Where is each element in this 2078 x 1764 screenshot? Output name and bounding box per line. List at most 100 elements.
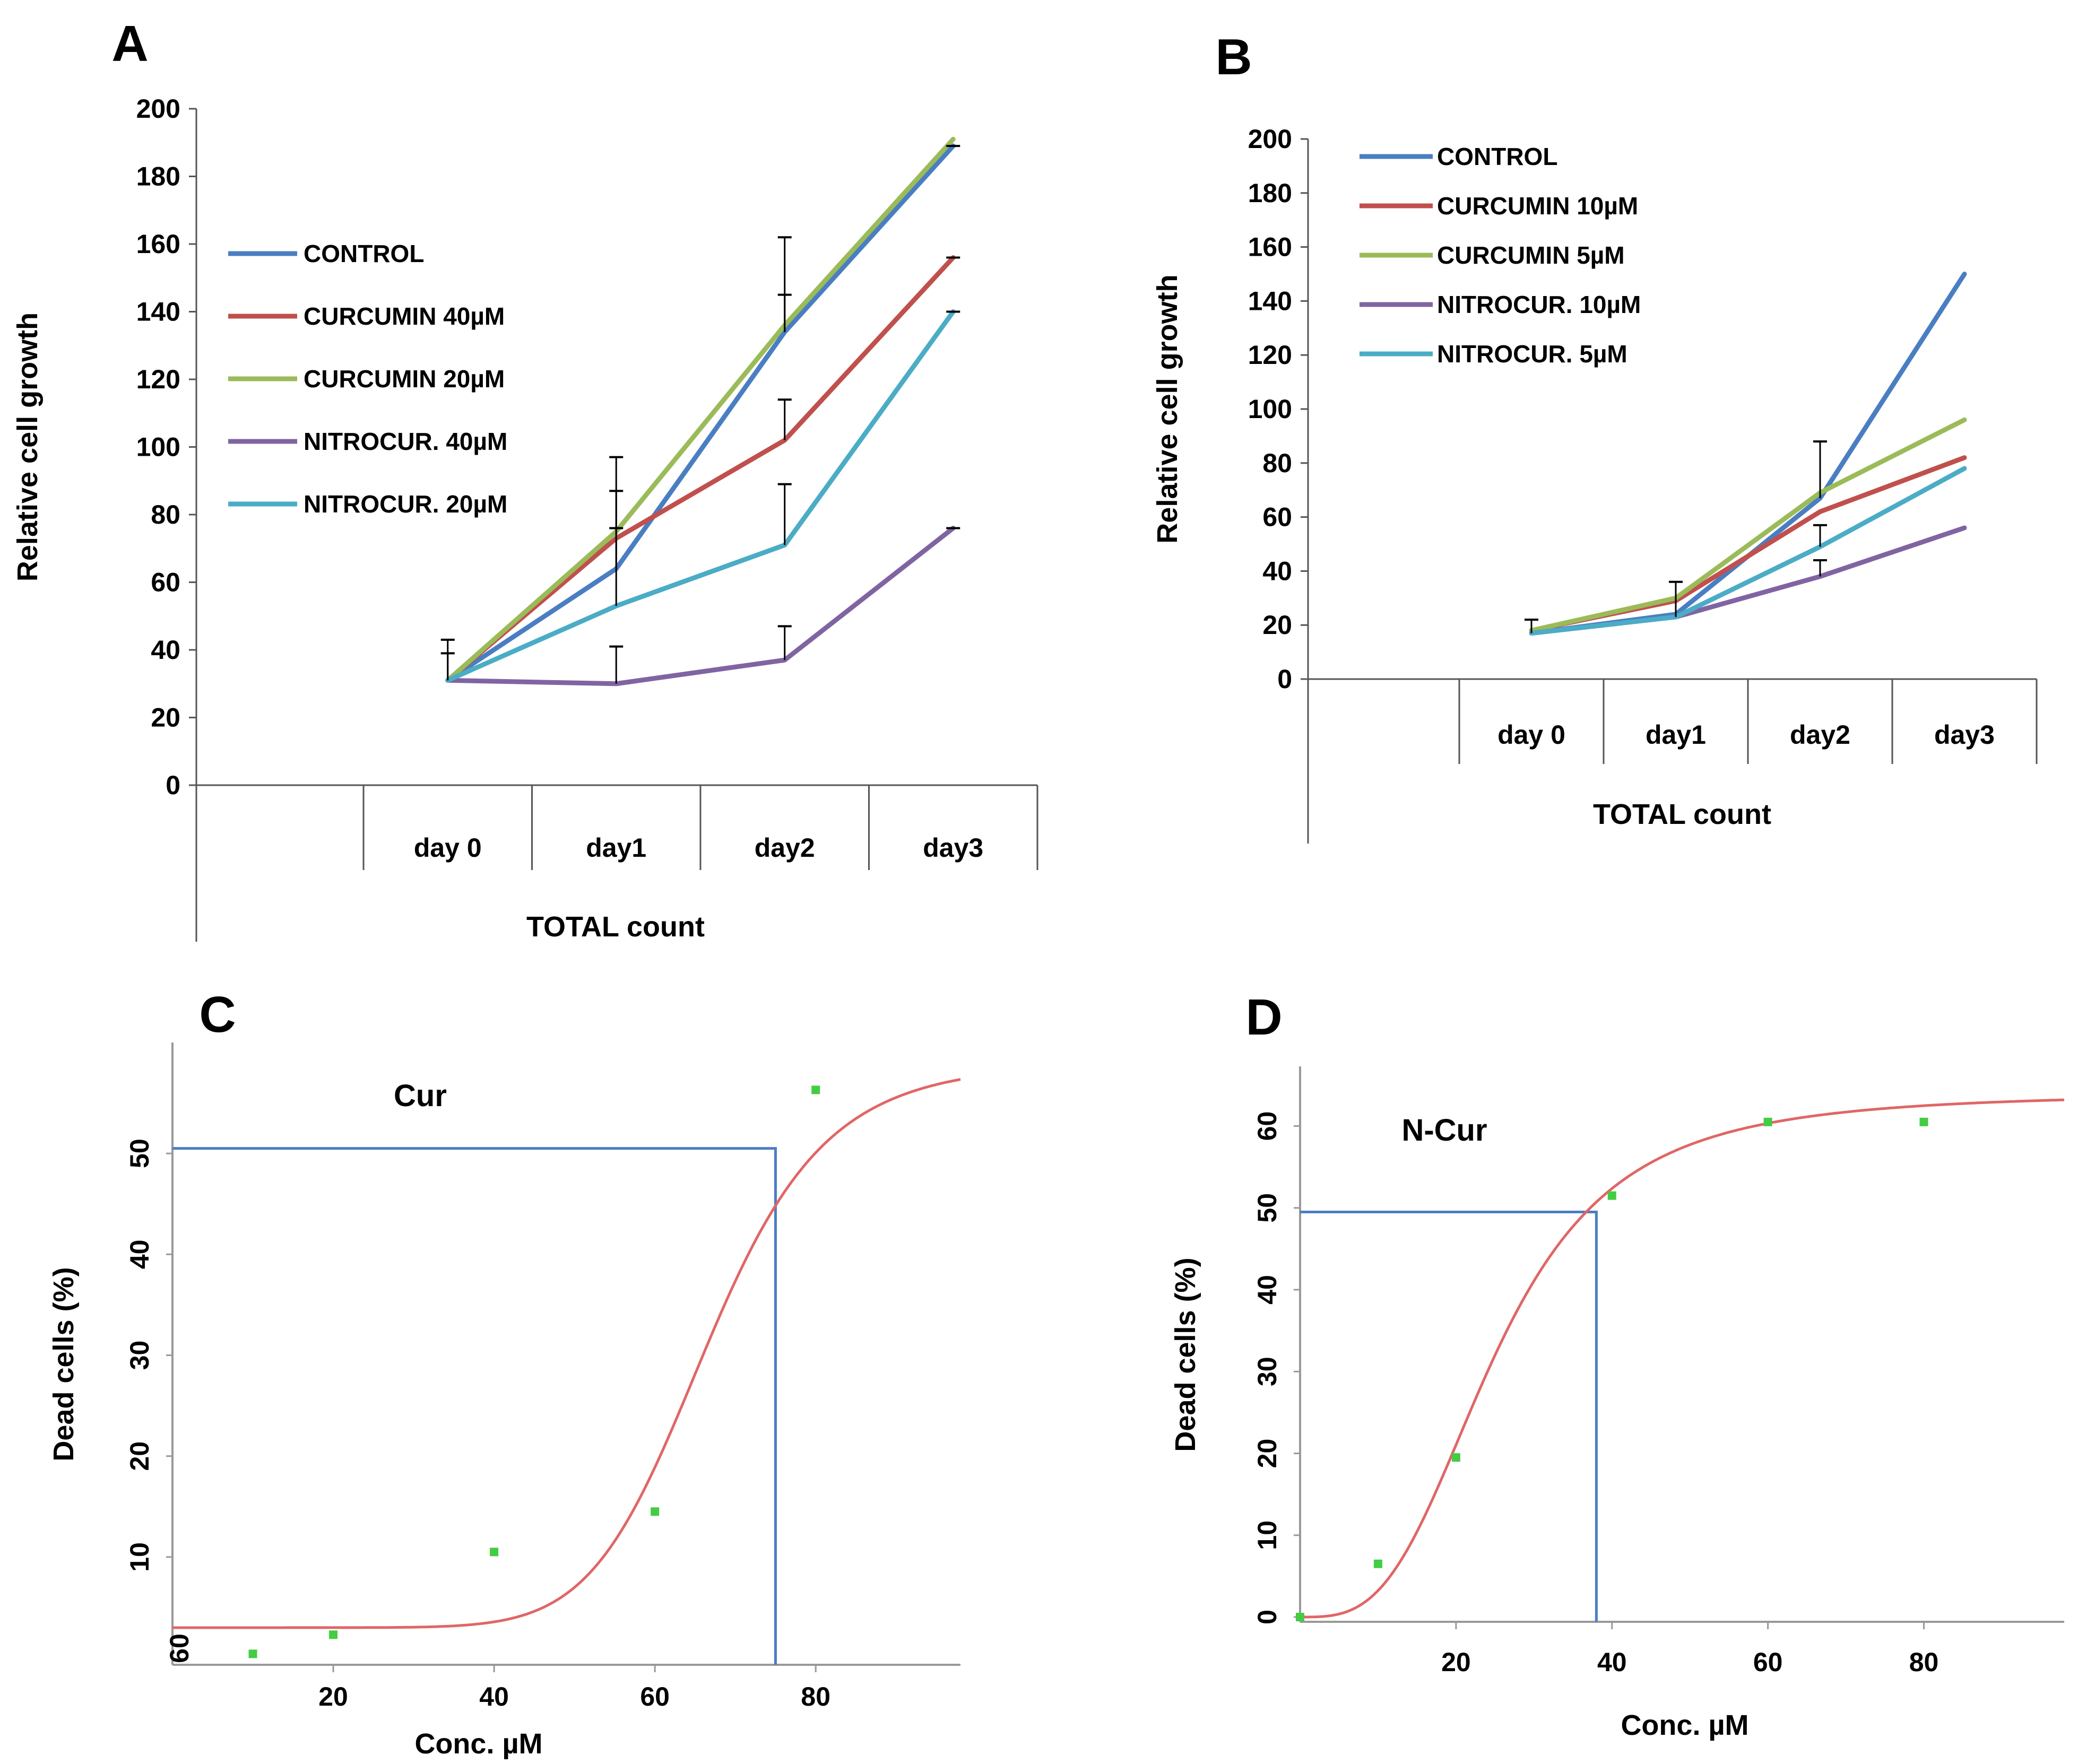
data-point: [1919, 1117, 1928, 1126]
x-tick-label: 40: [1597, 1647, 1627, 1677]
x-axis-title: Conc. µM: [1621, 1709, 1748, 1741]
legend-entry: CURCUMIN 10µM: [1360, 192, 1638, 220]
ic50-guide-line: [172, 1147, 777, 1665]
y-tick-label: 30: [125, 1341, 154, 1370]
x-tick-label: 40: [479, 1682, 509, 1711]
error-bar: [777, 293, 792, 332]
x-tick-label: 60: [1753, 1647, 1783, 1677]
error-bar: [1813, 524, 1827, 547]
x-axis-title: TOTAL count: [526, 911, 705, 943]
legend-label: CONTROL: [304, 240, 424, 267]
legend-label: CURCUMIN 40µM: [304, 302, 505, 330]
y-tick-label: 100: [1248, 394, 1292, 424]
y-tick-label: 30: [1252, 1357, 1282, 1386]
y-tick-label: 100: [136, 432, 180, 462]
data-point: [1296, 1613, 1304, 1621]
data-point: [1451, 1453, 1460, 1462]
data-point: [1763, 1117, 1772, 1126]
y-axis-title: Relative cell growth: [12, 312, 44, 581]
data-point: [329, 1630, 338, 1639]
y-tick-label: 10: [125, 1542, 154, 1572]
x-category-label: day1: [586, 833, 646, 863]
y-tick-label: 60: [1262, 502, 1292, 532]
y-axis-title: Relative cell growth: [1151, 274, 1183, 543]
panel-b: B 0 20 40 60 80 100 120 140 160 180 200 day 0 day1 day…: [1151, 29, 2038, 844]
y-tick-label: 200: [1248, 124, 1292, 154]
data-point: [1607, 1191, 1616, 1200]
data-point: [811, 1085, 820, 1094]
error-bar: [777, 483, 792, 545]
panel-label: A: [111, 15, 148, 72]
legend-entry: NITROCUR. 20µM: [228, 490, 507, 518]
legend-label: CURCUMIN 5µM: [1437, 241, 1625, 269]
error-bar: [777, 398, 792, 440]
legend-label: NITROCUR. 40µM: [304, 428, 507, 455]
panel-a: A 0 20 40 60 80 100 120 140 160 180 200 day 0 day1 day…: [12, 15, 1038, 943]
error-bar: [777, 625, 792, 661]
legend-label: NITROCUR. 5µM: [1437, 340, 1627, 368]
data-point: [651, 1507, 660, 1516]
y-tick-label: 10: [1252, 1520, 1282, 1550]
y-tick-label: 50: [1252, 1193, 1282, 1223]
series-line: [445, 143, 956, 683]
y-tick-label: 180: [136, 162, 180, 192]
x-tick-label: 80: [1909, 1647, 1939, 1677]
x-axis-title: Conc. µM: [414, 1728, 542, 1760]
series-line: [445, 136, 956, 683]
panel-c: C 20 40 60 80 10 20 30 40 50 60 Conc. µM Dead cells …: [48, 986, 961, 1760]
legend-entry: CURCUMIN 40µM: [228, 302, 505, 330]
x-axis-title: TOTAL count: [1593, 798, 1771, 830]
legend-entry: NITROCUR. 10µM: [1360, 291, 1641, 318]
y-tick-label: 200: [136, 94, 180, 124]
y-tick-label: 20: [151, 703, 180, 733]
y-tick-label: 20: [125, 1441, 154, 1471]
legend-entry: CONTROL: [228, 240, 424, 267]
y-tick-label: 20: [1262, 610, 1292, 640]
y-tick-label: 0: [166, 770, 180, 800]
legend-label: CURCUMIN 20µM: [304, 365, 505, 393]
x-category-label: day1: [1646, 720, 1706, 750]
series-line: [445, 526, 956, 687]
x-category-label: day2: [755, 833, 815, 863]
y-tick-label: 160: [136, 229, 180, 259]
origin-label: 60: [164, 1633, 194, 1663]
y-axis-title: Dead cells (%): [1170, 1257, 1201, 1452]
series-annotation: N-Cur: [1401, 1113, 1487, 1148]
x-tick-label: 60: [640, 1682, 670, 1711]
data-point: [1373, 1559, 1382, 1568]
series-line: [1529, 466, 1967, 636]
y-tick-label: 80: [1262, 448, 1292, 478]
y-tick-label: 180: [1248, 178, 1292, 208]
error-bar: [609, 527, 624, 606]
legend-entry: NITROCUR. 5µM: [1360, 340, 1627, 368]
x-category-label: day3: [1934, 720, 1995, 750]
x-tick-label: 20: [318, 1682, 348, 1711]
data-point: [248, 1649, 257, 1658]
y-tick-label: 120: [1248, 340, 1292, 370]
error-bar: [440, 652, 455, 681]
x-tick-label: 20: [1441, 1647, 1471, 1677]
y-tick-label: 40: [1262, 556, 1292, 586]
y-tick-label: 60: [1252, 1111, 1282, 1141]
panel-label: C: [199, 986, 236, 1043]
legend-entry: CURCUMIN 20µM: [228, 365, 505, 393]
legend-entry: CONTROL: [1360, 143, 1557, 170]
series-line: [445, 309, 956, 683]
y-tick-label: 50: [125, 1139, 154, 1168]
legend-entry: NITROCUR. 40µM: [228, 428, 507, 455]
legend-label: CURCUMIN 10µM: [1437, 192, 1638, 220]
y-tick-label: 160: [1248, 232, 1292, 262]
x-tick-label: 80: [801, 1682, 830, 1711]
y-tick-label: 120: [136, 364, 180, 394]
y-tick-label: 40: [1252, 1275, 1282, 1305]
y-tick-label: 40: [151, 635, 180, 665]
legend-label: NITROCUR. 20µM: [304, 490, 507, 518]
y-tick-label: 140: [136, 297, 180, 327]
panel-d: D 20 40 60 80 0 10 20 30 40 50 60 Conc. µM Dead cells…: [1170, 989, 2065, 1741]
y-axis-title: Dead cells (%): [48, 1267, 80, 1461]
y-tick-label: 20: [1252, 1439, 1282, 1468]
fit-curve: [1300, 1098, 2065, 1619]
series-line: [1529, 417, 1967, 633]
panel-label: D: [1245, 989, 1282, 1046]
